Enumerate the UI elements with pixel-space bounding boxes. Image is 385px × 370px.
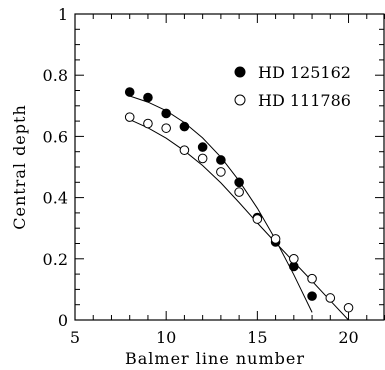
fit-line-hd-125162 (129, 95, 313, 313)
data-point-hd-111786 (325, 293, 336, 303)
data-point-hd-125162 (124, 87, 135, 97)
legend-marker (234, 94, 246, 106)
x-tick-label: 15 (247, 328, 267, 347)
plot-border (74, 13, 385, 321)
x-tick-label: 10 (156, 328, 176, 347)
y-tick-label: 0.8 (43, 66, 68, 85)
y-tick-label: 0.6 (43, 127, 68, 146)
x-tick-label: 5 (70, 328, 80, 347)
data-point-hd-125162 (216, 155, 226, 165)
data-point-hd-125162 (197, 142, 208, 152)
data-point-hd-125162 (234, 177, 244, 188)
data-point-hd-111786 (143, 118, 153, 129)
y-tick-label: 1 (58, 5, 68, 24)
data-point-hd-111786 (179, 145, 190, 155)
data-point-hd-111786 (197, 153, 208, 164)
plot-frame (74, 13, 385, 321)
data-point-hd-111786 (289, 253, 299, 264)
data-point-hd-111786 (307, 273, 317, 284)
legend-label: HD 111786 (258, 91, 351, 110)
x-axis-label: Balmer line number (125, 349, 305, 368)
data-point-hd-111786 (216, 167, 226, 177)
axis-tick-labels: 5 10 15 20 0 0.2 0.4 0.6 0.8 1 (43, 5, 359, 347)
y-tick-label: 0 (58, 311, 68, 330)
data-point-hd-111786 (234, 187, 244, 197)
data-points (124, 87, 354, 313)
y-tick-label: 0.2 (43, 250, 68, 269)
data-point-hd-111786 (343, 302, 354, 313)
data-point-hd-111786 (124, 112, 135, 122)
legend-marker (234, 66, 246, 78)
data-point-hd-125162 (307, 291, 317, 301)
axis-ticks (74, 13, 385, 321)
legend: HD 125162 HD 111786 (234, 63, 351, 110)
y-tick-label: 0.4 (43, 189, 68, 208)
y-axis-label: Central depth (10, 104, 29, 230)
data-point-hd-125162 (143, 92, 153, 103)
data-point-hd-111786 (252, 214, 263, 224)
data-point-hd-125162 (161, 108, 171, 119)
x-tick-label: 20 (338, 328, 358, 347)
legend-label: HD 125162 (258, 63, 351, 82)
data-point-hd-125162 (179, 121, 190, 132)
data-point-hd-111786 (270, 234, 281, 244)
data-point-hd-111786 (161, 123, 171, 133)
fit-line-hd-111786 (129, 119, 349, 321)
